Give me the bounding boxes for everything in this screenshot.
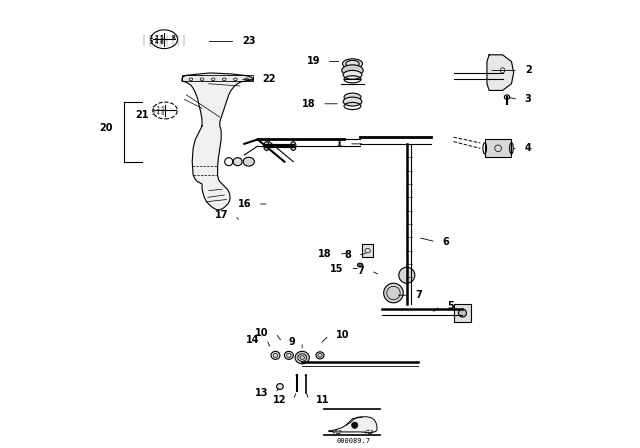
Text: 5: 5 (447, 302, 454, 311)
Ellipse shape (316, 352, 324, 359)
Text: 19: 19 (307, 56, 320, 66)
Ellipse shape (291, 142, 296, 151)
Text: 7: 7 (358, 266, 365, 276)
Text: 18: 18 (302, 99, 316, 109)
Text: 1 3 5: 1 3 5 (152, 106, 164, 111)
Ellipse shape (264, 142, 269, 151)
Ellipse shape (284, 351, 293, 359)
Ellipse shape (295, 351, 309, 364)
Text: 20: 20 (99, 123, 113, 133)
Bar (484, 139, 511, 157)
Polygon shape (329, 417, 377, 432)
Ellipse shape (357, 263, 363, 267)
Bar (454, 304, 472, 322)
Ellipse shape (233, 158, 242, 166)
Text: 2 4 6: 2 4 6 (152, 111, 164, 116)
Ellipse shape (243, 157, 254, 166)
Ellipse shape (342, 59, 362, 69)
Ellipse shape (458, 309, 467, 317)
Text: 8: 8 (344, 250, 351, 260)
Ellipse shape (296, 375, 298, 376)
Ellipse shape (504, 95, 509, 99)
Circle shape (383, 283, 403, 303)
Text: 23: 23 (242, 36, 255, 47)
Text: 17: 17 (215, 210, 228, 220)
Text: 9: 9 (289, 337, 296, 347)
Text: 18: 18 (318, 249, 332, 259)
Text: 10: 10 (335, 330, 349, 340)
Text: 2 4 6: 2 4 6 (150, 40, 163, 45)
Ellipse shape (276, 383, 284, 389)
Text: 12: 12 (273, 395, 287, 405)
Text: 13: 13 (255, 388, 269, 398)
Text: R: R (172, 34, 175, 39)
Text: 000089.7: 000089.7 (337, 438, 371, 444)
Text: 7: 7 (416, 290, 422, 300)
Polygon shape (487, 55, 514, 90)
Ellipse shape (305, 375, 307, 376)
Text: 1 3 5: 1 3 5 (150, 34, 163, 39)
Text: 22: 22 (262, 74, 276, 84)
Bar (362, 244, 373, 258)
Circle shape (351, 422, 358, 428)
Text: 2: 2 (525, 65, 532, 75)
Circle shape (399, 267, 415, 283)
Text: 4: 4 (525, 143, 532, 153)
Ellipse shape (271, 351, 280, 359)
Text: 16: 16 (237, 199, 251, 209)
Text: 15: 15 (330, 263, 344, 274)
Text: 3: 3 (525, 95, 532, 104)
Bar (182, 75, 253, 81)
Ellipse shape (343, 70, 362, 79)
Text: 11: 11 (316, 395, 329, 405)
Text: 21: 21 (135, 110, 148, 120)
Text: 6: 6 (442, 237, 449, 247)
Ellipse shape (343, 97, 362, 106)
Ellipse shape (344, 93, 361, 101)
Polygon shape (182, 73, 253, 210)
Text: 1: 1 (335, 139, 342, 149)
Text: 10: 10 (255, 328, 269, 338)
Ellipse shape (342, 65, 363, 76)
Text: 14: 14 (246, 335, 260, 345)
